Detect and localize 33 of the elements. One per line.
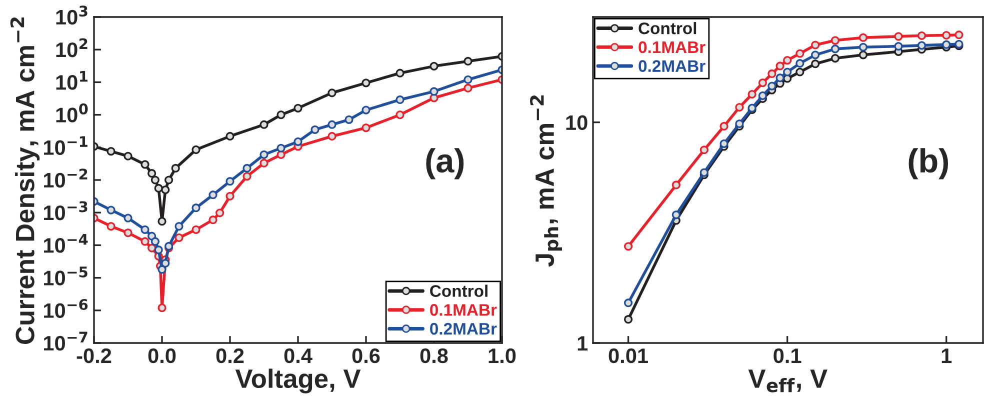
y-tick-label: 10$^{−4}$ [44,234,88,253]
x-tick-label: 0.1 [774,348,802,364]
x-tick-label: 1.0 [488,348,516,364]
legend-label: Control [430,284,488,297]
annotation: (b) [908,148,948,180]
x-tick-label: 1 [942,348,952,363]
x-tick-label: 0.2 [216,348,244,364]
y-tick-label: 10$^{−1}$ [44,136,88,156]
legend-label: 0.2MABr [638,60,706,72]
y-axis-title: J$_{ph}$, mA cm$^{−2}$ [530,95,562,267]
y-tick-label: 10$^{1}$ [56,71,88,90]
legend-label: 0.2MABr [430,322,497,335]
legend-label: Control [638,22,696,34]
annotation: (a) [426,148,464,180]
x-tick-label: 0.8 [420,348,448,364]
legend-label: 0.1MABr [638,41,706,54]
y-tick-label: 10$^{−3}$ [44,201,88,220]
x-tick-label: 0.4 [284,348,312,364]
x-tick-label: 0.6 [352,348,380,364]
x-axis-title: Voltage, V [235,368,361,394]
y-tick-label: 10$^{−6}$ [44,298,88,318]
y-tick-label: 10 [566,115,588,130]
x-axis-title: V$_{eff}$, V [748,370,828,392]
legend-label: 0.1MABr [430,304,497,316]
y-tick-label: 10$^{−5}$ [44,266,88,286]
x-tick-label: 0.0 [148,348,176,364]
y-axis-title: Current Density, mA cm$^{−2}$ [10,17,40,344]
y-tick-label: 10$^{3}$ [56,6,88,25]
y-tick-label: 10$^{0}$ [56,103,88,122]
y-tick-label: 10$^{−2}$ [44,168,88,188]
y-tick-label: 10$^{2}$ [56,38,88,58]
x-tick-label: -0.2 [76,348,112,364]
x-tick-label: 0.01 [608,348,648,364]
